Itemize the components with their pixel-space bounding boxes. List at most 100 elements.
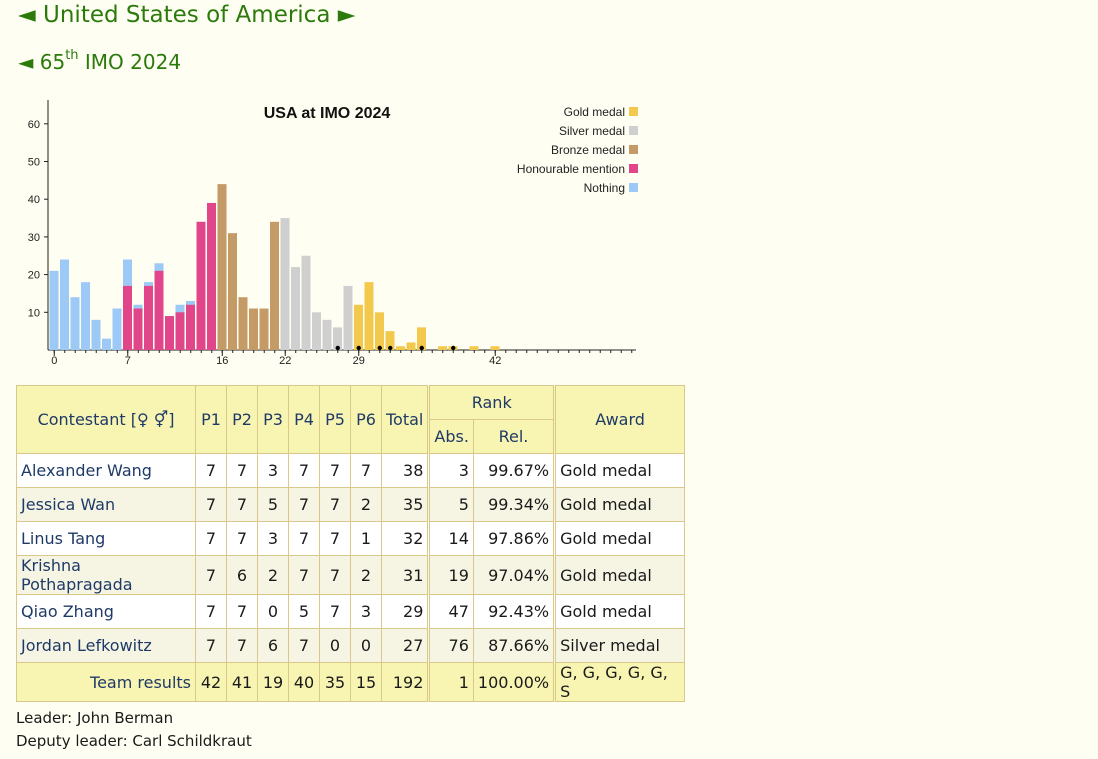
total-score: 31 bbox=[380, 555, 430, 595]
bar-silver-medal bbox=[343, 285, 353, 350]
legend-swatch bbox=[629, 145, 638, 154]
bar-gold-medal bbox=[385, 331, 395, 350]
bar-silver-medal bbox=[280, 218, 290, 350]
problem-score: 7 bbox=[319, 521, 351, 556]
problem-score: 2 bbox=[350, 555, 382, 595]
bar-nothing bbox=[49, 270, 59, 350]
bar-silver-medal bbox=[322, 319, 332, 350]
bar-nothing bbox=[81, 282, 90, 350]
abs-rank: 5 bbox=[427, 487, 474, 522]
rel-rank: 99.67% bbox=[472, 453, 556, 488]
x-tick-label: 29 bbox=[353, 355, 365, 367]
contestant-name-link[interactable]: Jordan Lefkowitz bbox=[16, 628, 196, 663]
total-score: 38 bbox=[380, 453, 430, 488]
problem-score: 3 bbox=[257, 453, 289, 488]
problem-score: 0 bbox=[350, 628, 382, 663]
y-tick-label: 40 bbox=[28, 194, 40, 206]
bar-gold-medal bbox=[417, 327, 426, 350]
problem-score: 7 bbox=[195, 628, 227, 663]
imo-ordinal: 65 bbox=[39, 50, 66, 74]
x-tick-label: 22 bbox=[279, 355, 291, 367]
legend-label: Bronze medal bbox=[551, 143, 625, 157]
contestant-row: Krishna Pothapragada 7 6 2 7 7 2 31 19 97.04% Gold… bbox=[16, 555, 686, 595]
legend-label: Silver medal bbox=[559, 124, 625, 138]
rel-rank: 97.04% bbox=[472, 555, 556, 595]
problem-score: 6 bbox=[257, 628, 289, 663]
problem-score: 7 bbox=[319, 487, 351, 522]
team-p1: 42 bbox=[195, 662, 227, 702]
problem-score: 7 bbox=[195, 453, 227, 488]
bar-honourable-mention bbox=[165, 316, 174, 350]
problem-score: 7 bbox=[195, 555, 227, 595]
award-cell: Gold medal bbox=[553, 453, 686, 488]
contestant-header: Contestant [♀ ⚥] bbox=[16, 385, 196, 454]
total-score: 27 bbox=[380, 628, 430, 663]
bar-silver-medal bbox=[301, 255, 311, 350]
usa-score-marker bbox=[388, 345, 393, 351]
legend-swatch bbox=[629, 164, 638, 173]
abs-rank: 47 bbox=[427, 594, 474, 629]
bar-honourable-mention bbox=[154, 270, 164, 350]
contestant-name-link[interactable]: Linus Tang bbox=[16, 521, 196, 556]
bar-silver-medal bbox=[291, 267, 300, 350]
country-title-link[interactable]: United States of America bbox=[43, 2, 331, 28]
bar-honourable-mention bbox=[123, 285, 132, 350]
contestant-row: Jessica Wan 7 7 5 7 7 2 35 5 99.34% Gold medal bbox=[16, 487, 686, 522]
x-tick-label: 7 bbox=[125, 355, 131, 367]
prev-country-arrow[interactable]: ◄ bbox=[18, 2, 36, 28]
rel-rank-header: Rel. bbox=[472, 419, 556, 454]
x-tick-label: 16 bbox=[216, 355, 228, 367]
leader-text: Leader: John Berman bbox=[16, 709, 174, 727]
contestant-name-link[interactable]: Krishna Pothapragada bbox=[16, 555, 196, 595]
chart-title: USA at IMO 2024 bbox=[264, 105, 391, 122]
rel-rank: 92.43% bbox=[472, 594, 556, 629]
legend-label: Honourable mention bbox=[517, 162, 625, 176]
legend-label: Nothing bbox=[584, 181, 625, 195]
bar-gold-medal bbox=[469, 346, 479, 350]
x-tick-label: 42 bbox=[489, 355, 501, 367]
bar-gold-medal bbox=[375, 312, 384, 350]
score-distribution-chart: 10 20 30 40 50 60 0 7 16 22 29 42 USA at IMO 2024 Gol… bbox=[28, 100, 638, 367]
award-header: Award bbox=[553, 385, 686, 454]
prev-imo-arrow[interactable]: ◄ bbox=[18, 50, 34, 74]
bar-honourable-mention bbox=[196, 221, 206, 350]
y-tick-label: 10 bbox=[28, 307, 40, 319]
award-cell: Gold medal bbox=[553, 487, 686, 522]
problem-score: 7 bbox=[288, 521, 320, 556]
bar-silver-medal bbox=[312, 312, 321, 350]
bar-gold-medal bbox=[490, 346, 500, 350]
p6-header: P6 bbox=[350, 385, 382, 454]
contestant-name-link[interactable]: Qiao Zhang bbox=[16, 594, 196, 629]
total-header[interactable]: Total bbox=[380, 385, 430, 454]
bar-gold-medal bbox=[406, 342, 416, 350]
p2-header: P2 bbox=[226, 385, 258, 454]
p5-header: P5 bbox=[319, 385, 351, 454]
bar-bronze-medal bbox=[217, 184, 227, 350]
contestant-name-link[interactable]: Alexander Wang bbox=[16, 453, 196, 488]
contestant-name-link[interactable]: Jessica Wan bbox=[16, 487, 196, 522]
bar-gold-medal bbox=[438, 346, 447, 350]
problem-score: 1 bbox=[350, 521, 382, 556]
abs-rank: 19 bbox=[427, 555, 474, 595]
legend-swatch bbox=[629, 107, 638, 116]
p1-header: P1 bbox=[195, 385, 227, 454]
team-abs-rank: 1 bbox=[427, 662, 474, 702]
problem-score: 7 bbox=[226, 594, 258, 629]
bar-honourable-mention bbox=[207, 202, 216, 350]
rank-header: Rank bbox=[427, 385, 556, 420]
x-tick-label: 0 bbox=[51, 355, 57, 367]
rel-rank: 99.34% bbox=[472, 487, 556, 522]
imo-title-link[interactable]: 65th IMO 2024 bbox=[39, 48, 181, 74]
next-country-arrow[interactable]: ► bbox=[337, 2, 356, 28]
team-total: 192 bbox=[380, 662, 430, 702]
problem-score: 2 bbox=[350, 487, 382, 522]
bar-gold-medal bbox=[354, 304, 363, 350]
problem-score: 7 bbox=[319, 594, 351, 629]
bar-gold-medal bbox=[364, 282, 374, 350]
rel-rank: 87.66% bbox=[472, 628, 556, 663]
bar-bronze-medal bbox=[259, 308, 269, 350]
rel-rank: 97.86% bbox=[472, 521, 556, 556]
usa-score-marker bbox=[356, 345, 361, 351]
abs-rank: 76 bbox=[427, 628, 474, 663]
abs-rank: 3 bbox=[427, 453, 474, 488]
